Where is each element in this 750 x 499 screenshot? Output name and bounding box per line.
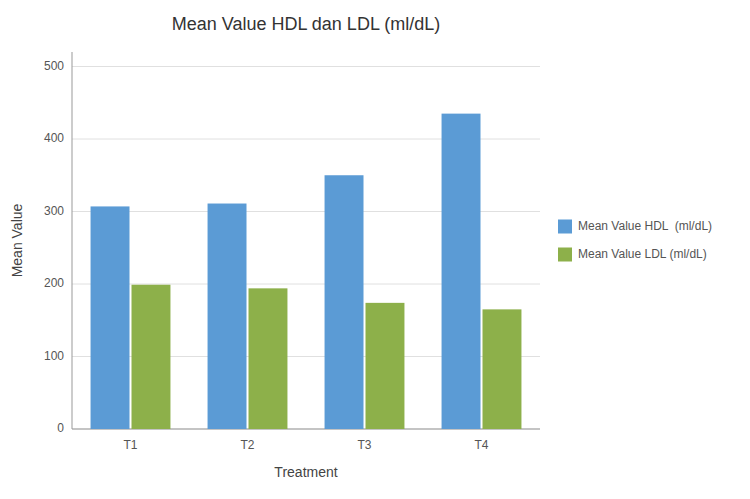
x-axis: T1 T2 T3 T4	[123, 438, 488, 452]
y-tick-label: 100	[44, 349, 64, 363]
legend-swatch	[558, 248, 572, 262]
title: Mean Value HDL dan LDL (ml/dL)	[172, 14, 440, 34]
y-tick-label: 400	[44, 131, 64, 145]
bar	[325, 175, 364, 429]
legend-label: Mean Value HDL (ml/dL)	[578, 219, 712, 233]
y-tick-label: 500	[44, 59, 64, 73]
y-axis-line	[72, 52, 73, 429]
x-tick-label: T2	[240, 438, 254, 452]
bars	[91, 114, 522, 429]
legend: Mean Value HDL (ml/dL) Mean Value LDL (ml…	[558, 219, 712, 262]
y-axis: 0 100 200 300 400 500	[44, 52, 540, 435]
y-tick-label: 300	[44, 204, 64, 218]
x-axis-title: Treatment	[274, 464, 337, 480]
bar	[442, 114, 481, 429]
legend-label: Mean Value LDL (ml/dL)	[578, 247, 707, 261]
y-axis-title: Mean Value	[9, 203, 25, 277]
chart-container: 0 100 200 300 400 500 T1 T2 T3 T4 Mean Value HDL d…	[0, 0, 750, 499]
grid	[72, 67, 540, 430]
y-tick-label: 0	[57, 421, 64, 435]
x-tick-label: T1	[123, 438, 137, 452]
bar	[249, 288, 288, 429]
bar	[208, 204, 247, 429]
grid-line	[72, 66, 540, 67]
bar	[483, 309, 522, 429]
x-tick-label: T3	[357, 438, 371, 452]
chart: 0 100 200 300 400 500 T1 T2 T3 T4 Mean Value HDL d…	[0, 0, 750, 499]
bar	[132, 285, 171, 429]
y-tick-label: 200	[44, 276, 64, 290]
bar	[366, 303, 405, 429]
legend-swatch	[558, 220, 572, 234]
x-tick-label: T4	[474, 438, 488, 452]
bar	[91, 206, 130, 429]
